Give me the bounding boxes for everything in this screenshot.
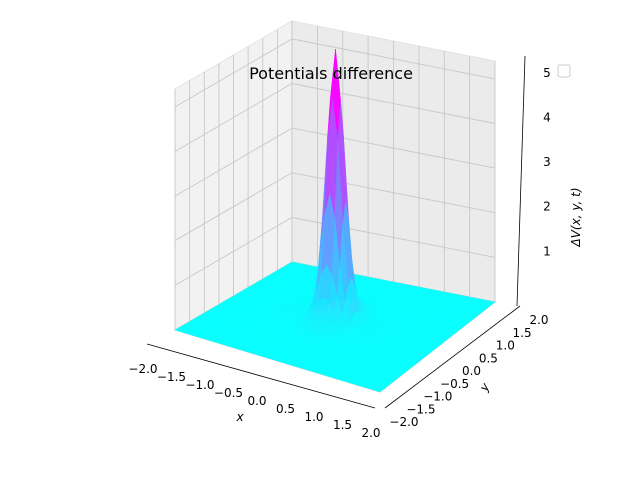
z-tick-label: 3 (543, 155, 551, 169)
x-axis-line (146, 343, 376, 409)
z-axis-label: ΔV(x, y, t) (569, 187, 583, 247)
x-tick-label: −1.5 (157, 370, 186, 384)
z-tick-label: 4 (543, 111, 551, 125)
y-tick-label: −1.5 (406, 402, 435, 416)
z-grid-line (174, 83, 496, 152)
x-tick-label: 1.0 (304, 410, 323, 424)
z-tick-label: 5 (543, 66, 551, 80)
z-axis-line (516, 55, 526, 307)
z-grid-line (174, 172, 496, 242)
y-tick-label: −0.5 (440, 377, 469, 391)
legend-box (557, 64, 571, 78)
tick-labels: −2.0−1.5−1.0−0.50.00.51.01.52.0−2.0−1.5−… (128, 66, 550, 440)
z-grid-line (174, 127, 496, 197)
x-axis-label: x (235, 410, 244, 424)
y-tick-label: 0.0 (462, 364, 481, 378)
z-grid-line (174, 38, 496, 108)
axis-lines (146, 55, 526, 409)
x-tick-label: 1.5 (333, 418, 352, 432)
y-tick-label: 2.0 (529, 313, 548, 327)
z-tick-label: 2 (543, 200, 551, 214)
x-tick-label: −0.5 (214, 386, 243, 400)
y-tick-label: 0.5 (479, 351, 498, 365)
y-tick-label: −2.0 (389, 415, 418, 429)
y-axis-label: y (476, 380, 493, 395)
surface-face (374, 387, 384, 393)
x-tick-label: 2.0 (361, 426, 380, 440)
surface-mesh (174, 49, 496, 393)
z-grid-line (174, 216, 496, 286)
chart-title: Potentials difference (249, 64, 413, 83)
y-tick-label: 1.5 (513, 326, 532, 340)
x-tick-label: 0.5 (276, 402, 295, 416)
x-tick-label: −2.0 (128, 362, 157, 376)
z-tick-label: 1 (543, 244, 551, 258)
x-tick-label: −1.0 (185, 378, 214, 392)
y-tick-label: 1.0 (496, 339, 515, 353)
y-tick-label: −1.0 (423, 390, 452, 404)
y-axis-line (384, 305, 521, 409)
x-tick-label: 0.0 (247, 394, 266, 408)
